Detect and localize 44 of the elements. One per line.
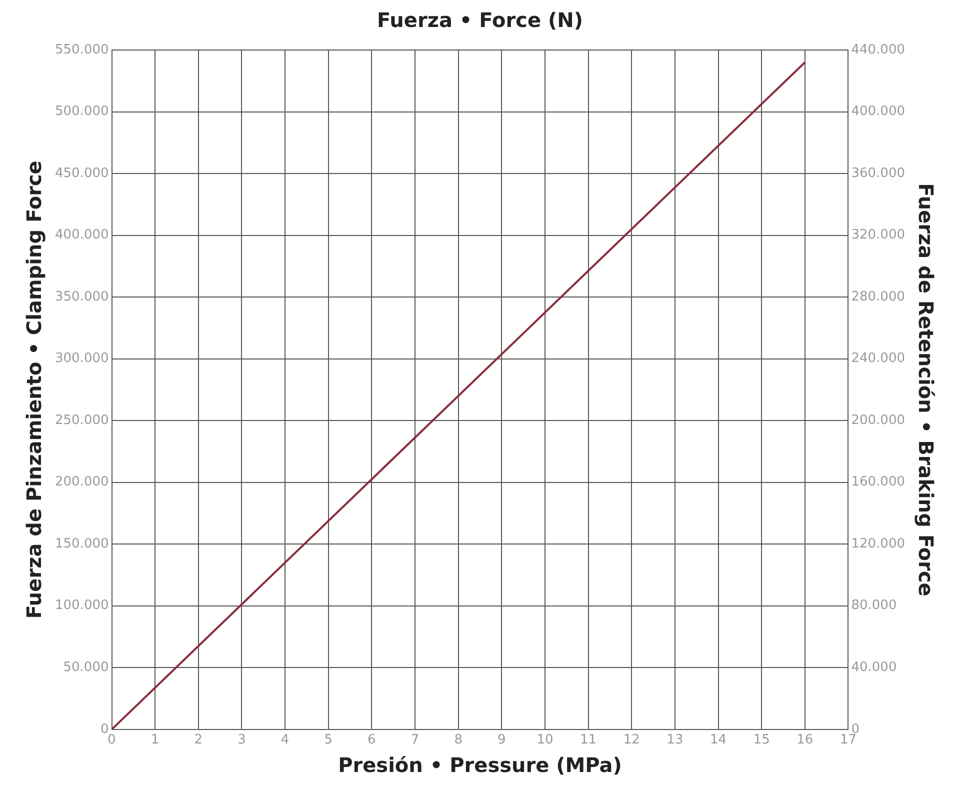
y2-tick-label: 40.000 <box>851 660 897 676</box>
y2-tick-label: 80.000 <box>851 598 897 614</box>
y-tick-label: 350.000 <box>54 289 109 304</box>
y-tick-label: 300.000 <box>54 351 109 366</box>
y-tick-label: 200.000 <box>54 474 109 490</box>
chart-title: Fuerza • Force (N) <box>376 8 584 32</box>
y2-tick-label: 160.000 <box>851 474 906 490</box>
x-tick-label: 13 <box>666 732 684 748</box>
y2-tick-label: 400.000 <box>851 104 906 120</box>
y-axis-title: Fuerza de Pinzamiento • Clamping Force <box>22 160 46 619</box>
y2-tick-label: 440.000 <box>851 42 906 58</box>
y-tick-label: 500.000 <box>54 104 109 120</box>
y2-tick-label: 280.000 <box>851 289 906 304</box>
y-tick-label: 100.000 <box>54 598 109 614</box>
x-tick-label: 15 <box>753 732 770 748</box>
y-tick-label: 0 <box>100 722 109 737</box>
x-tick-label: 1 <box>150 732 160 748</box>
x-tick-label: 2 <box>194 732 203 748</box>
x-tick-label: 17 <box>840 732 857 748</box>
x-tick-label: 10 <box>536 732 554 748</box>
y-tick-label: 550.000 <box>54 42 109 58</box>
y-tick-label: 150.000 <box>54 536 109 552</box>
y-tick-label: 400.000 <box>54 228 109 243</box>
x-tick-label: 5 <box>324 732 333 748</box>
y2-tick-label: 320.000 <box>851 228 906 243</box>
x-tick-label: 6 <box>368 732 376 748</box>
y2-axis-title: Fuerza de Retención • Braking Force <box>914 183 938 596</box>
x-tick-label: 4 <box>280 732 290 748</box>
x-axis-title: Presión • Pressure (MPa) <box>338 753 622 778</box>
x-tick-label: 9 <box>498 732 506 748</box>
y2-tick-label: 200.000 <box>851 412 906 428</box>
y-tick-label: 250.000 <box>54 412 109 428</box>
y2-tick-label: 240.000 <box>851 351 906 366</box>
x-tick-label: 12 <box>623 732 640 748</box>
x-tick-label: 3 <box>238 732 246 748</box>
y2-tick-label: 360.000 <box>851 166 906 181</box>
y-tick-label: 450.000 <box>54 166 109 181</box>
x-tick-label: 11 <box>580 732 597 748</box>
x-tick-label: 8 <box>454 732 462 748</box>
x-tick-label: 14 <box>710 732 727 748</box>
x-tick-label: 16 <box>796 732 814 748</box>
y-tick-label: 50.000 <box>63 660 109 676</box>
y2-tick-label: 120.000 <box>851 536 906 552</box>
x-tick-label: 7 <box>410 732 420 748</box>
